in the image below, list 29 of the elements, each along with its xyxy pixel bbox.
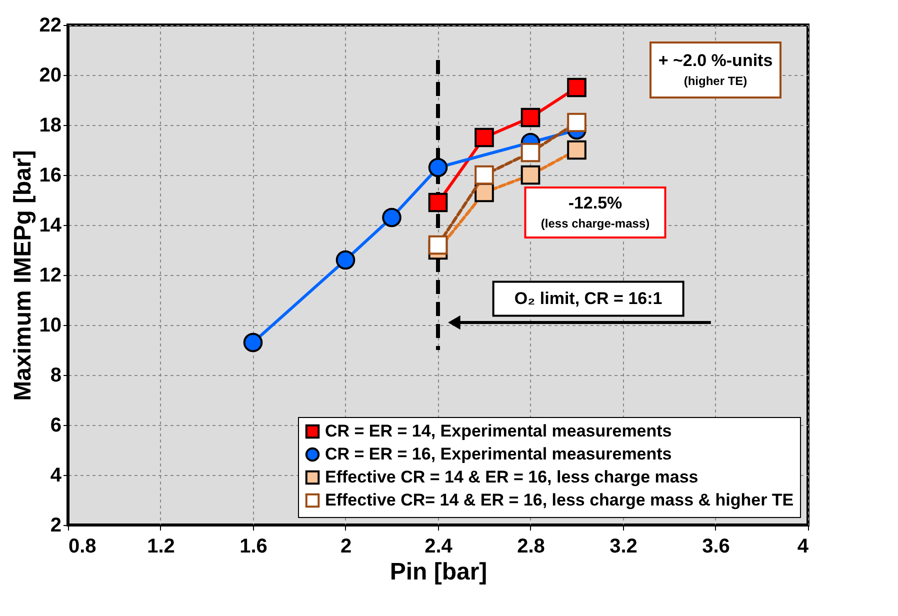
legend-label: Effective CR= 14 & ER = 16, less charge mass & higher TE (325, 490, 794, 510)
y-tick-label: 12 (39, 264, 62, 286)
legend-label: CR = ER = 16, Experimental measurements (325, 444, 672, 464)
y-tick-label: 8 (50, 364, 62, 386)
y-tick-label: 22 (39, 14, 62, 36)
annotation: O₂ limit, CR = 16:1 (514, 288, 662, 308)
x-axis-title: Pin [bar] (390, 558, 488, 586)
x-tick-label: 2.8 (517, 536, 545, 558)
x-tick-label: 1.2 (147, 536, 175, 558)
y-axis-title: Maximum IMEPg [bar] (9, 150, 36, 401)
x-tick-label: 0.8 (68, 536, 96, 558)
x-tick-label: 3.2 (610, 536, 638, 558)
y-tick-label: 18 (39, 114, 62, 136)
x-tick-label: 2.4 (424, 536, 454, 558)
y-tick-label: 6 (50, 414, 62, 436)
x-tick-label: 2 (340, 536, 352, 558)
legend-label: Effective CR = 14 & ER = 16, less charge mass (325, 468, 698, 486)
x-tick-label: 1.6 (240, 536, 268, 558)
y-tick-label: 20 (39, 64, 62, 86)
annotation: + ~2.0 %-units (higher TE) (658, 51, 773, 88)
y-tick-label: 10 (39, 314, 62, 336)
legend-label: CR = ER = 14, Experimental measurements (325, 422, 672, 440)
y-tick-label: 4 (50, 464, 62, 486)
y-tick-label: 16 (39, 164, 62, 186)
x-tick-label: 4 (797, 536, 810, 558)
x-tick-label: 3.6 (702, 536, 730, 558)
y-tick-label: 14 (39, 214, 62, 236)
y-tick-label: 2 (50, 514, 62, 536)
annotation: -12.5% (less charge-mass) (540, 194, 650, 230)
